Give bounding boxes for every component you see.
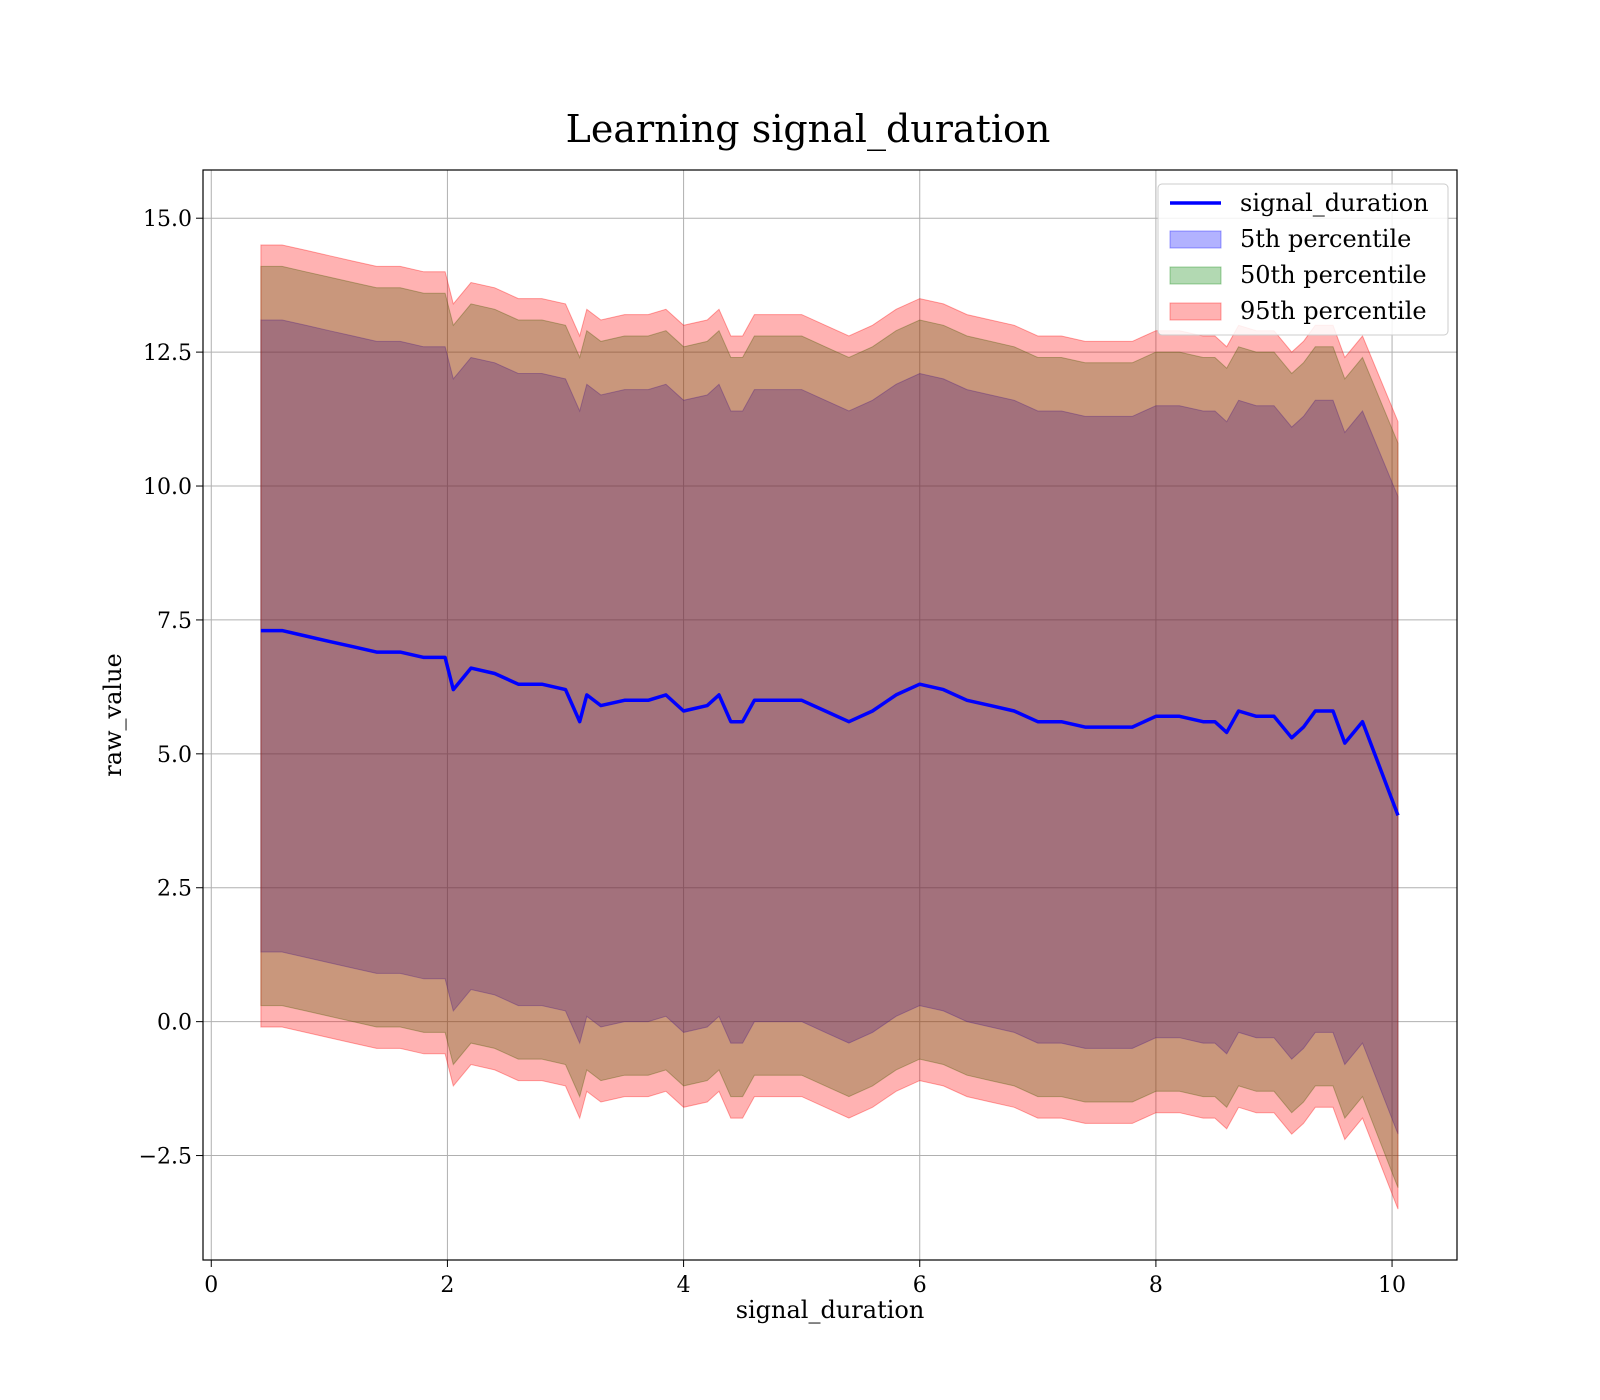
y-tick-label: 12.5 xyxy=(143,341,192,366)
y-tick-label: 2.5 xyxy=(157,877,192,902)
x-axis-label: signal_duration xyxy=(736,1296,925,1324)
y-axis-label: raw_value xyxy=(99,653,127,777)
y-tick-label: 5.0 xyxy=(157,743,192,768)
x-tick-label: 10 xyxy=(1378,1273,1406,1298)
chart-title: Learning signal_duration xyxy=(566,107,1051,152)
percentile-bands xyxy=(260,244,1399,1210)
legend-label: 95th percentile xyxy=(1240,297,1427,325)
x-tick-label: 8 xyxy=(1149,1273,1163,1298)
legend-swatch xyxy=(1169,230,1222,249)
y-tick-label: 15.0 xyxy=(143,207,192,232)
legend-swatch xyxy=(1169,302,1222,321)
band-95th-percentile xyxy=(260,244,1399,1210)
legend-label: 5th percentile xyxy=(1240,225,1411,253)
band-50th-percentile xyxy=(260,265,1399,1188)
y-axis-ticks: −2.5 0.0 2.5 5.0 7.5 10.0 12.5 15.0 xyxy=(139,207,203,1170)
band-5th-percentile xyxy=(260,319,1399,1135)
x-tick-label: 2 xyxy=(440,1273,454,1298)
legend-box xyxy=(1157,183,1449,336)
y-tick-label: −2.5 xyxy=(139,1145,192,1170)
x-tick-label: 0 xyxy=(204,1273,218,1298)
line-signal-duration xyxy=(260,628,1400,817)
y-tick-label: 7.5 xyxy=(157,609,192,634)
y-tick-label: 10.0 xyxy=(143,475,192,500)
x-axis-ticks: 0 2 4 6 8 10 xyxy=(204,1260,1406,1298)
legend: signal_duration 5th percentile 50th percen… xyxy=(1157,183,1449,336)
y-tick-label: 0.0 xyxy=(157,1011,192,1036)
grid xyxy=(203,170,1457,1260)
legend-label: 50th percentile xyxy=(1240,261,1427,289)
legend-label: signal_duration xyxy=(1240,189,1429,217)
plot-frame xyxy=(202,169,1458,1261)
x-tick-label: 6 xyxy=(913,1273,927,1298)
legend-swatch xyxy=(1169,266,1222,285)
x-tick-label: 4 xyxy=(677,1273,691,1298)
series-lines xyxy=(260,628,1400,817)
